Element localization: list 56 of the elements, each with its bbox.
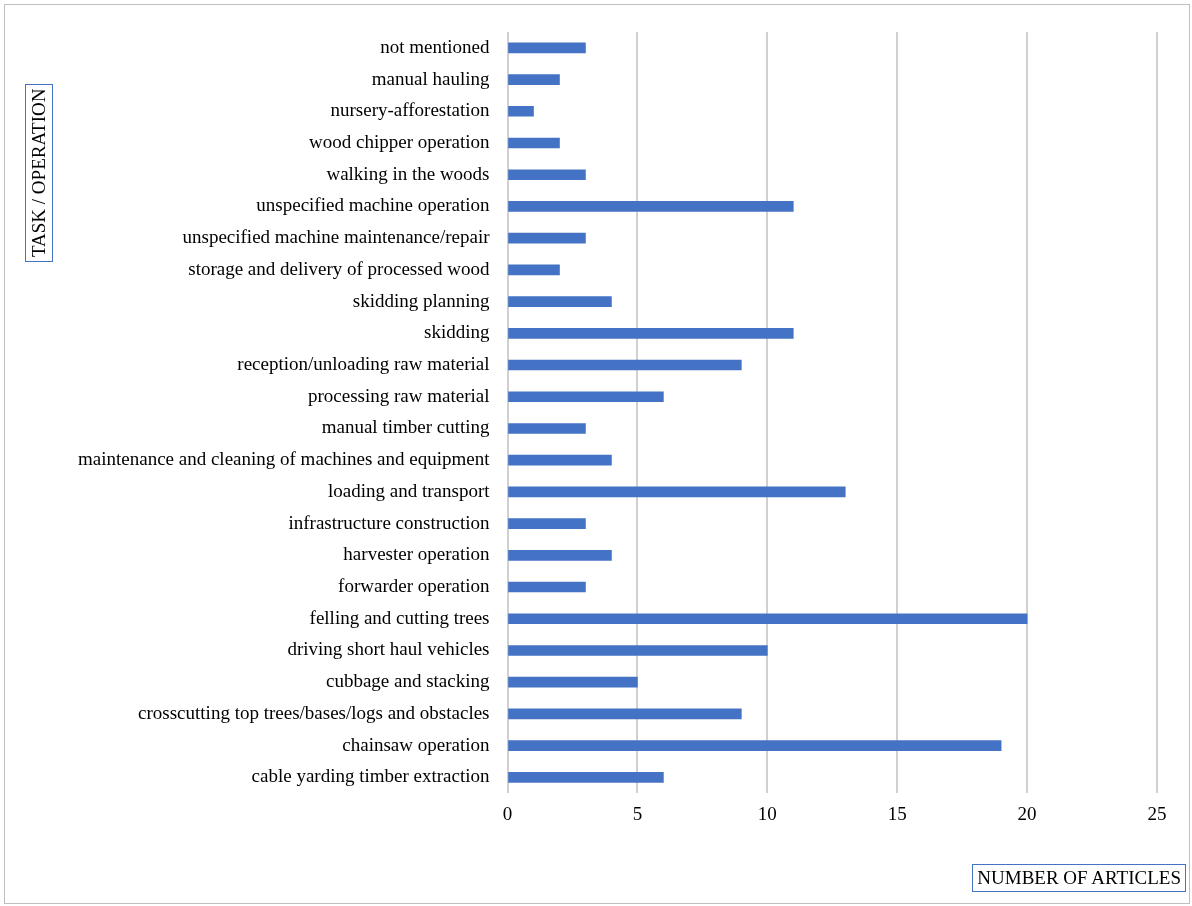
y-tick-label: chainsaw operation	[342, 733, 490, 755]
y-tick-label: cubbage and stacking	[325, 670, 490, 692]
bar	[508, 486, 846, 498]
bar	[508, 676, 638, 688]
y-axis-title: TASK / OPERATION	[25, 83, 53, 262]
x-tick-label: 15	[887, 802, 907, 824]
x-axis-title: NUMBER OF ARTICLES	[972, 864, 1186, 892]
bar	[508, 645, 768, 656]
y-tick-label: storage and delivery of processed wood	[188, 257, 490, 279]
x-tick-label: 25	[1147, 802, 1167, 824]
x-tick-label: 10	[757, 802, 777, 824]
y-tick-label: felling and cutting trees	[309, 606, 490, 628]
bar	[508, 772, 664, 783]
bar	[508, 613, 1028, 625]
y-tick-label: reception/unloading raw material	[237, 353, 490, 375]
bar	[508, 581, 586, 593]
y-tick-label: maintenance and cleaning of machines and equipment	[77, 448, 491, 470]
bar	[508, 359, 742, 371]
bar	[508, 42, 586, 54]
bar	[508, 169, 586, 181]
bar	[508, 423, 586, 434]
bar	[508, 296, 612, 307]
bar	[508, 391, 664, 403]
y-tick-label: cable yarding timber extraction	[251, 765, 490, 787]
y-tick-label: crosscutting top trees/bases/logs and obstacles	[138, 701, 490, 723]
y-tick-label: processing raw material	[308, 384, 490, 406]
bar	[508, 550, 612, 561]
y-tick-label: harvester operation	[343, 543, 490, 565]
x-tick-label: 20	[1017, 802, 1037, 824]
y-tick-label: not mentioned	[380, 35, 490, 57]
y-tick-label: infrastructure construction	[288, 511, 490, 533]
y-tick-label: manual hauling	[371, 67, 490, 89]
bar	[508, 137, 560, 149]
bar	[508, 740, 1002, 751]
bar	[508, 327, 794, 339]
bar	[508, 232, 586, 244]
y-tick-label: skidding planning	[352, 289, 490, 311]
bar	[508, 74, 560, 85]
bar	[508, 264, 560, 276]
y-tick-label: unspecified machine maintenance/repair	[182, 226, 491, 248]
y-tick-label: wood chipper operation	[309, 130, 490, 152]
x-tick-label: 0	[502, 802, 513, 824]
y-tick-label: skidding	[424, 321, 490, 343]
y-tick-label: unspecified machine operation	[256, 194, 490, 216]
y-tick-label: manual timber cutting	[321, 416, 490, 438]
x-tick-label: 5	[632, 802, 643, 824]
y-tick-label: walking in the woods	[326, 162, 490, 184]
bar	[508, 454, 612, 466]
y-tick-label: loading and transport	[328, 479, 491, 501]
y-tick-label: driving short haul vehicles	[287, 638, 490, 660]
y-tick-label: nursery-afforestation	[330, 99, 490, 121]
y-tick-label: forwarder operation	[338, 575, 490, 597]
bar	[508, 201, 794, 212]
bar	[508, 708, 742, 720]
bar	[508, 105, 534, 117]
bar	[508, 518, 586, 529]
